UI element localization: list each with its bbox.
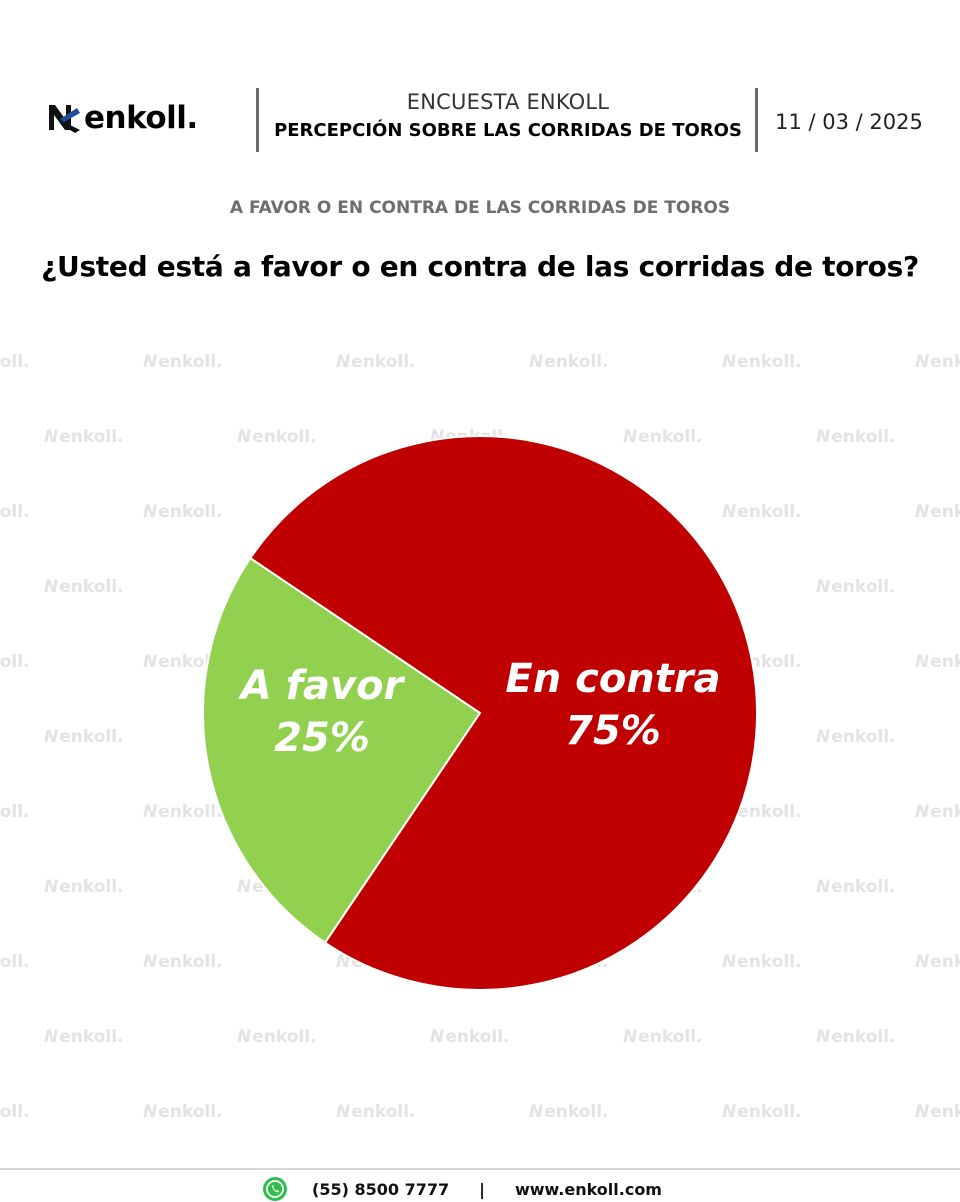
- footer-phone: (55) 8500 7777: [312, 1179, 450, 1199]
- header-divider-left: [256, 88, 259, 152]
- watermark-logo: Nenkoll.: [143, 1102, 223, 1122]
- watermark-logo: Nenkoll.: [44, 877, 124, 897]
- survey-topic: PERCEPCIÓN SOBRE LAS CORRIDAS DE TOROS: [274, 120, 742, 141]
- watermark-logo: Nenkoll.: [816, 727, 896, 747]
- watermark-logo: Nenkoll.: [0, 802, 30, 822]
- watermark-logo: Nenkoll.: [0, 652, 30, 672]
- watermark-logo: Nenkoll.: [237, 1027, 317, 1047]
- watermark-logo: Nenkoll.: [0, 1102, 30, 1122]
- survey-name: ENCUESTA ENKOLL: [406, 90, 610, 114]
- watermark-logo: Nenkoll.: [529, 352, 609, 372]
- logo-text: enkoll.: [84, 100, 198, 136]
- header: enkoll. ENCUESTA ENKOLL PERCEPCIÓN SOBRE…: [0, 84, 960, 154]
- watermark-logo: Nenkoll.: [143, 502, 223, 522]
- watermark-logo: Nenkoll.: [722, 952, 802, 972]
- watermark-logo: Nenkoll.: [529, 1102, 609, 1122]
- watermark-logo: Nenkoll.: [915, 352, 960, 372]
- watermark-logo: Nenkoll.: [430, 1027, 510, 1047]
- header-title-block: ENCUESTA ENKOLL PERCEPCIÓN SOBRE LAS COR…: [262, 90, 754, 141]
- enkoll-logo-icon: [49, 105, 80, 133]
- watermark-logo: Nenkoll.: [816, 427, 896, 447]
- watermark-logo: Nenkoll.: [915, 952, 960, 972]
- chart-subtitle: A FAVOR O EN CONTRA DE LAS CORRIDAS DE T…: [229, 198, 731, 218]
- watermark-logo: Nenkoll.: [336, 1102, 416, 1122]
- watermark-logo: Nenkoll.: [722, 352, 802, 372]
- watermark-logo: Nenkoll.: [623, 427, 703, 447]
- watermark-logo: Nenkoll.: [143, 802, 223, 822]
- watermark-logo: Nenkoll.: [915, 502, 960, 522]
- whatsapp-icon: [263, 1177, 287, 1201]
- pie-slice-en-contra: [248, 435, 758, 991]
- watermark-logo: Nenkoll.: [722, 502, 802, 522]
- watermark-logo: Nenkoll.: [623, 1027, 703, 1047]
- watermark-logo: Nenkoll.: [816, 577, 896, 597]
- slice-label: A favor: [238, 663, 406, 709]
- watermark-logo: Nenkoll.: [0, 952, 30, 972]
- watermark-logo: Nenkoll.: [336, 352, 416, 372]
- watermark-logo: Nenkoll.: [143, 352, 223, 372]
- watermark-logo: Nenkoll.: [915, 1102, 960, 1122]
- watermark-logo: Nenkoll.: [44, 727, 124, 747]
- survey-date: 11 / 03 / 2025: [775, 110, 923, 134]
- footer-separator: |: [479, 1179, 485, 1199]
- watermark-logo: Nenkoll.: [143, 952, 223, 972]
- watermark-logo: Nenkoll.: [0, 502, 30, 522]
- survey-question: ¿Usted está a favor o en contra de las c…: [41, 250, 919, 283]
- watermark-logo: Nenkoll.: [722, 1102, 802, 1122]
- enkoll-logo: enkoll.: [46, 98, 198, 138]
- watermark-logo: Nenkoll.: [0, 352, 30, 372]
- pie-slice-a-favor: [202, 556, 482, 945]
- footer: (55) 8500 7777 | www.enkoll.com: [0, 1168, 960, 1202]
- slice-value-label: 75%: [565, 708, 661, 754]
- watermark-logo: Nenkoll.: [816, 1027, 896, 1047]
- watermark-logo: Nenkoll.: [44, 577, 124, 597]
- watermark-logo: Nenkoll.: [44, 427, 124, 447]
- watermark-logo: Nenkoll.: [44, 1027, 124, 1047]
- footer-website-link[interactable]: www.enkoll.com: [514, 1179, 662, 1199]
- watermark-logo: Nenkoll.: [816, 877, 896, 897]
- slice-label: En contra: [505, 656, 720, 702]
- slice-value-label: 25%: [274, 715, 370, 761]
- watermark-logo: Nenkoll.: [915, 652, 960, 672]
- watermark-logo: Nenkoll.: [237, 427, 317, 447]
- header-divider-right: [755, 88, 758, 152]
- watermark-logo: Nenkoll.: [915, 802, 960, 822]
